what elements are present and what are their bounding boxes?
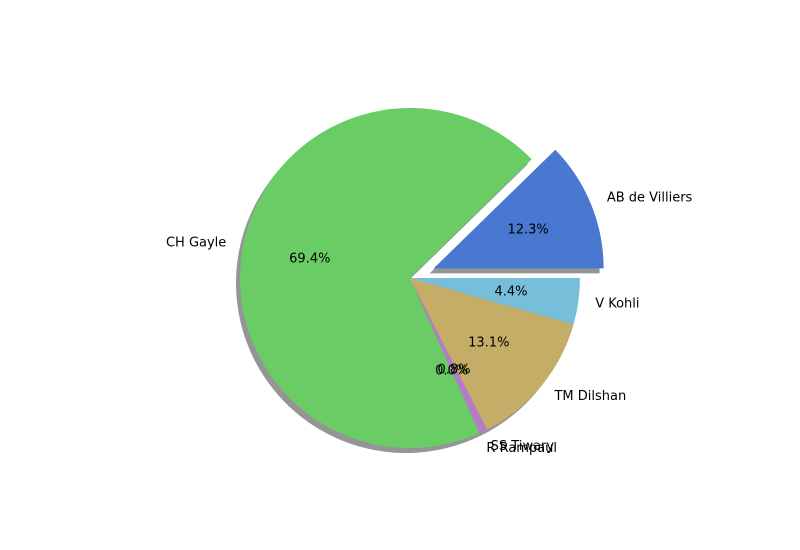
- slice-label-v-kohli: V Kohli: [595, 296, 639, 311]
- slice-percent-tm-dilshan: 13.1%: [468, 335, 509, 350]
- slice-label-tm-dilshan: TM Dilshan: [553, 389, 626, 404]
- slice-ab-de-villiers: [433, 149, 604, 269]
- slice-ch-gayle: [240, 108, 532, 449]
- pie-slices: [240, 108, 604, 449]
- slice-labels: AB de Villiers 12.3% CH Gayle 69.4% R Rampau…: [166, 190, 693, 456]
- slice-label-r-rampaul: R Rampaul: [486, 441, 557, 456]
- slice-tm-dilshan: [410, 278, 574, 430]
- slice-label-ch-gayle: CH Gayle: [166, 235, 226, 250]
- slice-percent-ss-tiwary: 0.8%: [437, 363, 470, 378]
- slice-percent-v-kohli: 4.4%: [495, 285, 528, 300]
- slice-label-ss-tiwary: SS Tiwary: [491, 439, 555, 454]
- slice-percent-r-rampaul: 0.0%: [435, 364, 468, 379]
- slice-v-kohli: [410, 278, 580, 325]
- slice-percent-ab-de-villiers: 12.3%: [507, 222, 548, 237]
- slice-label-ab-de-villiers: AB de Villiers: [607, 190, 693, 205]
- slice-percent-ch-gayle: 69.4%: [289, 251, 330, 266]
- slice-ss-tiwary: [410, 278, 488, 434]
